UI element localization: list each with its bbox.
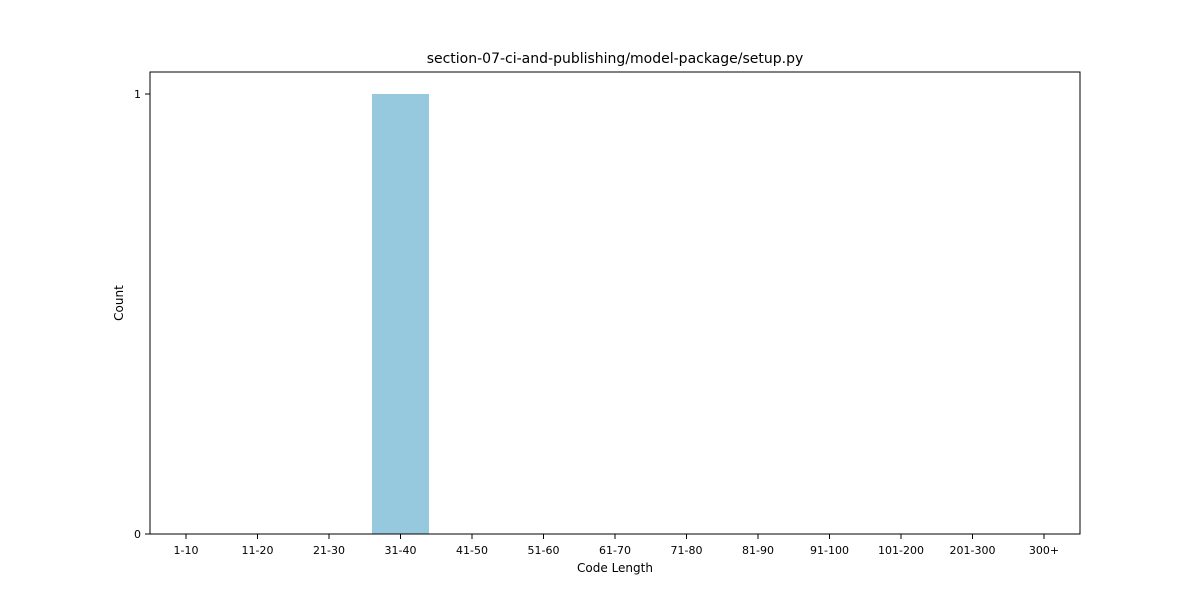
y-axis-ticks: 01 (134, 88, 150, 541)
y-tick-label: 0 (134, 528, 141, 541)
x-tick-label: 1-10 (174, 544, 199, 557)
x-tick-label: 11-20 (242, 544, 274, 557)
bars-group (372, 94, 429, 534)
y-tick-label: 1 (134, 88, 141, 101)
x-tick-label: 21-30 (313, 544, 345, 557)
x-tick-label: 91-100 (810, 544, 849, 557)
x-tick-label: 201-300 (950, 544, 996, 557)
x-tick-label: 81-90 (742, 544, 774, 557)
x-tick-label: 71-80 (671, 544, 703, 557)
x-tick-label: 31-40 (385, 544, 417, 557)
x-axis-ticks: 1-10 11-20 21-30 31-40 41-50 51-60 61-70 71-80 8… (174, 534, 1059, 557)
x-axis-label: Code Length (577, 561, 653, 575)
x-tick-label: 61-70 (599, 544, 631, 557)
x-tick-label: 51-60 (528, 544, 560, 557)
y-axis-label: Count (112, 285, 126, 321)
plot-frame (149, 71, 1081, 535)
x-tick-label: 41-50 (456, 544, 488, 557)
chart-title: section-07-ci-and-publishing/model-packa… (427, 51, 804, 67)
bar-31-40 (372, 94, 429, 534)
x-tick-label: 101-200 (878, 544, 924, 557)
x-tick-label: 300+ (1029, 544, 1059, 557)
